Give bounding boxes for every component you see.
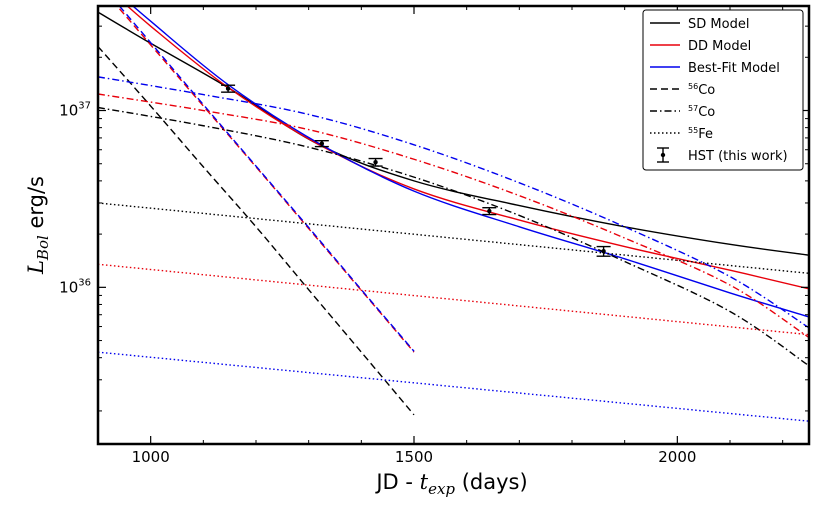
legend-item-57co: 57Co (650, 104, 715, 120)
series-fe-55-best-fit (98, 351, 809, 422)
legend-box (642, 9, 804, 171)
hst-points-layer (221, 84, 611, 257)
svg-text:56Co: 56Co (688, 82, 715, 98)
x-tick-label: 1000 (132, 448, 170, 466)
y-tick-label: 1037 (59, 101, 91, 120)
legend-item-dd-model: DD Model (650, 39, 751, 54)
tick-layer: 1000 1500 2000 1036 1037 (59, 6, 809, 466)
svg-text:SD Model: SD Model (688, 17, 749, 32)
series-co-57-dd (98, 93, 809, 339)
series-best-fit-model (131, 6, 809, 318)
svg-text:HST (this work): HST (this work) (688, 149, 788, 164)
series-sd-model (98, 11, 809, 256)
svg-text:57Co: 57Co (688, 104, 715, 120)
series-fe-55-dd (98, 263, 809, 336)
legend-item-56co: 56Co (650, 82, 715, 98)
legend-item-sd-model: SD Model (650, 17, 749, 32)
series-co-57-best-fit (98, 76, 809, 329)
series-fe-55-sd (98, 202, 809, 275)
legend-item-best-fit-model: Best-Fit Model (650, 61, 780, 76)
x-tick-label: 2000 (658, 448, 696, 466)
hst-point (221, 84, 236, 93)
legend-item-55fe: 55Fe (650, 126, 713, 142)
series-co-56-best-fit (118, 6, 415, 352)
y-axis-title: LBol erg/s (24, 176, 52, 275)
legend-item-hst-this-work: HST (this work) (657, 147, 788, 164)
x-axis-title: JD - texp (days) (374, 470, 527, 498)
svg-text:DD Model: DD Model (688, 39, 751, 54)
series-co-57-sd (98, 106, 809, 367)
series-co-56-sd (98, 46, 415, 416)
hst-point (368, 157, 383, 167)
hst-point (482, 207, 497, 216)
hst-point (314, 139, 329, 148)
y-tick-label: 1036 (59, 277, 91, 296)
svg-text:55Fe: 55Fe (688, 126, 713, 142)
x-tick-label: 1500 (395, 448, 433, 466)
hst-point (596, 245, 611, 257)
plot-frame (96, 4, 811, 446)
legend: SD Model DD Model Best-Fit Model 56Co 57Co 55… (642, 9, 804, 171)
series-layer (98, 6, 809, 422)
svg-text:Best-Fit Model: Best-Fit Model (688, 61, 780, 76)
